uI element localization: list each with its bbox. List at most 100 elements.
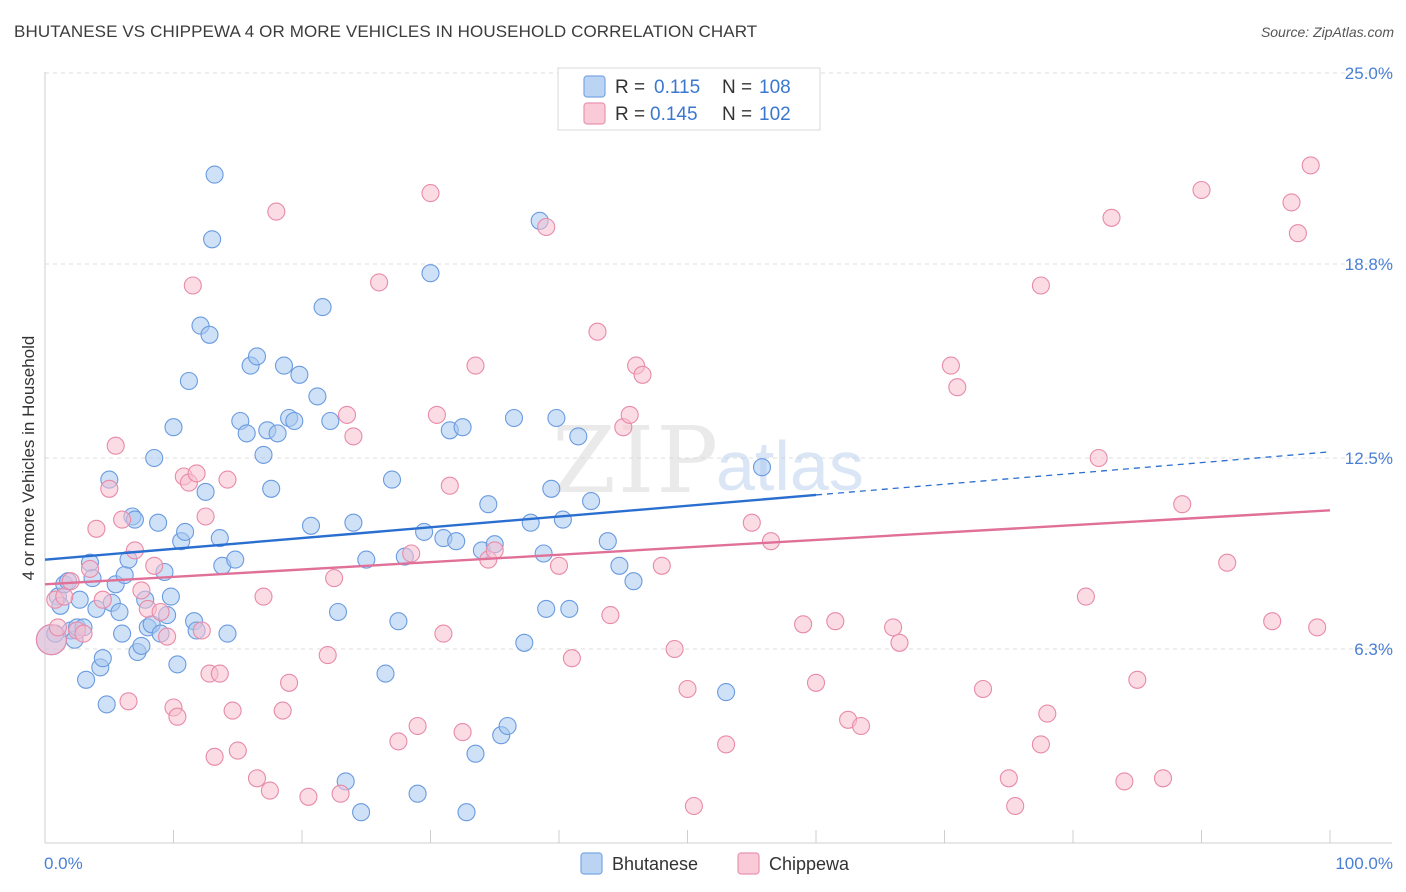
- point-chippewa: [1173, 495, 1192, 514]
- point-bhutanese: [262, 479, 281, 498]
- point-chippewa: [999, 769, 1018, 788]
- point-chippewa: [1031, 735, 1050, 754]
- watermark-atlas: atlas: [716, 427, 864, 505]
- point-bhutanese: [205, 165, 224, 184]
- point-chippewa: [273, 701, 292, 720]
- point-chippewa: [601, 606, 620, 625]
- point-bhutanese: [498, 716, 517, 736]
- point-chippewa: [485, 541, 504, 560]
- point-bhutanese: [357, 550, 376, 569]
- point-chippewa: [210, 664, 229, 683]
- point-chippewa: [74, 624, 93, 643]
- point-bhutanese: [203, 230, 222, 249]
- trend-lines: [44, 451, 1331, 586]
- point-chippewa: [562, 649, 581, 668]
- point-chippewa: [948, 378, 967, 397]
- point-chippewa: [1115, 772, 1134, 791]
- legend-n-value-bhutanese: 108: [759, 77, 791, 98]
- point-chippewa: [973, 679, 993, 699]
- series-chippewa-points: [35, 156, 1327, 816]
- point-bhutanese: [352, 803, 371, 822]
- point-chippewa: [254, 587, 273, 606]
- point-chippewa: [183, 276, 202, 295]
- point-chippewa: [941, 356, 960, 375]
- point-chippewa: [192, 621, 211, 640]
- point-chippewa: [48, 618, 67, 637]
- point-chippewa: [466, 356, 485, 375]
- point-chippewa: [223, 701, 242, 720]
- bottom-legend-label-chippewa: Chippewa: [769, 854, 850, 874]
- point-bhutanese: [598, 532, 617, 551]
- point-chippewa: [331, 784, 350, 803]
- point-bhutanese: [196, 482, 215, 501]
- point-bhutanese: [415, 522, 434, 541]
- point-chippewa: [196, 507, 215, 526]
- point-bhutanese: [537, 599, 556, 618]
- point-chippewa: [851, 716, 871, 736]
- point-bhutanese: [308, 387, 327, 406]
- point-bhutanese: [200, 325, 219, 344]
- point-bhutanese: [70, 590, 89, 609]
- point-bhutanese: [97, 695, 116, 714]
- point-chippewa: [434, 624, 453, 643]
- point-chippewa: [100, 479, 119, 498]
- point-bhutanese: [521, 513, 540, 532]
- legend-n-label-bhutanese: N =: [722, 77, 752, 98]
- point-chippewa: [537, 217, 556, 237]
- x-tick-label-min: 0.0%: [44, 854, 83, 873]
- point-chippewa: [1218, 553, 1237, 572]
- point-chippewa: [228, 741, 247, 760]
- trend-line-chippewa: [44, 509, 1331, 586]
- point-chippewa: [61, 572, 80, 591]
- point-chippewa: [826, 612, 845, 631]
- point-bhutanese: [285, 411, 304, 431]
- legend-n-label-chippewa: N =: [722, 104, 752, 125]
- y-tick-label: 18.8%: [1345, 255, 1393, 274]
- point-bhutanese: [504, 408, 524, 428]
- point-chippewa: [794, 615, 813, 634]
- point-bhutanese: [179, 371, 198, 391]
- point-bhutanese: [132, 636, 151, 655]
- point-bhutanese: [301, 516, 321, 535]
- point-bhutanese: [542, 479, 561, 498]
- point-bhutanese: [553, 510, 572, 529]
- point-bhutanese: [149, 513, 168, 532]
- point-bhutanese: [624, 572, 643, 591]
- point-bhutanese: [717, 683, 736, 702]
- point-bhutanese: [344, 513, 363, 532]
- point-bhutanese: [110, 602, 129, 622]
- point-chippewa: [205, 747, 224, 766]
- point-chippewa: [106, 436, 125, 455]
- point-bhutanese: [237, 424, 256, 443]
- point-bhutanese: [560, 599, 579, 618]
- point-chippewa: [337, 405, 357, 424]
- point-chippewa: [168, 707, 187, 726]
- chart-source: Source: ZipAtlas.com: [1260, 24, 1394, 40]
- point-chippewa: [806, 673, 826, 692]
- point-bhutanese: [268, 424, 287, 443]
- series-bhutanese-points: [35, 165, 772, 822]
- point-bhutanese: [321, 411, 340, 431]
- point-chippewa: [1282, 193, 1301, 212]
- point-bhutanese: [113, 624, 132, 643]
- point-chippewa: [1308, 618, 1327, 637]
- point-bhutanese: [93, 649, 112, 668]
- point-bhutanese: [547, 408, 566, 428]
- y-tick-labels: 6.3% 12.5% 18.8% 25.0%: [1345, 64, 1393, 659]
- point-bhutanese: [164, 418, 183, 437]
- point-bhutanese: [382, 470, 402, 489]
- point-bhutanese: [515, 633, 534, 652]
- point-chippewa: [453, 723, 472, 742]
- point-chippewa: [1031, 276, 1050, 295]
- chart-title: BHUTANESE VS CHIPPEWA 4 OR MORE VEHICLES…: [14, 22, 758, 41]
- point-chippewa: [1006, 796, 1025, 816]
- point-bhutanese: [290, 365, 309, 384]
- point-chippewa: [187, 464, 206, 483]
- point-chippewa: [158, 627, 177, 646]
- point-bhutanese: [408, 784, 427, 803]
- point-bhutanese: [274, 356, 294, 375]
- legend-n-value-chippewa: 102: [759, 104, 791, 125]
- y-axis-title: 4 or more Vehicles in Household: [19, 336, 38, 581]
- bottom-legend: Bhutanese Chippewa: [580, 852, 850, 875]
- point-chippewa: [633, 365, 652, 384]
